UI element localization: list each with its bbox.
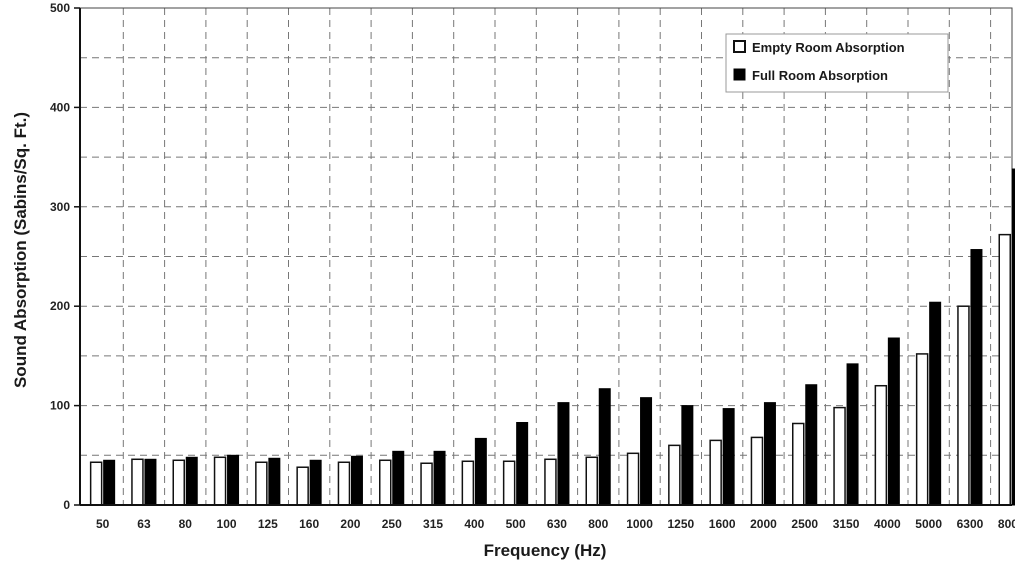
bar-empty-room — [131, 458, 144, 506]
bar-empty-room — [626, 452, 640, 506]
bar-full-room — [516, 421, 529, 506]
bar-full-room — [268, 457, 281, 506]
x-tick-label: 250 — [382, 517, 402, 531]
bars — [89, 168, 1015, 506]
bar-empty-room — [172, 459, 185, 506]
bar-empty-room — [420, 462, 433, 506]
bar-empty-room — [502, 460, 516, 506]
legend: Empty Room Absorption Full Room Absorpti… — [725, 33, 949, 93]
y-tick-label: 200 — [50, 299, 70, 313]
bar-full-room — [433, 450, 446, 506]
bar-full-room — [846, 363, 859, 506]
bar-full-room — [557, 402, 570, 506]
bar-full-room — [103, 459, 116, 506]
x-tick-label: 6300 — [957, 517, 984, 531]
x-tick-label: 1000 — [626, 517, 653, 531]
y-tick-label: 300 — [50, 200, 70, 214]
x-tick-label: 80 — [179, 517, 193, 531]
x-tick-label: 4000 — [874, 517, 901, 531]
x-tick-label: 2500 — [791, 517, 818, 531]
bar-empty-room — [255, 461, 268, 506]
bar-full-room — [227, 454, 240, 506]
bar-empty-room — [461, 460, 475, 506]
bar-full-room — [722, 408, 735, 506]
legend-swatch-empty — [733, 40, 746, 53]
bar-empty-room — [379, 459, 392, 506]
x-tick-label: 1250 — [667, 517, 694, 531]
bar-empty-room — [833, 406, 846, 506]
x-tick-label: 630 — [547, 517, 567, 531]
bar-full-room — [144, 458, 157, 506]
x-tick-label: 5000 — [915, 517, 942, 531]
bar-empty-room — [874, 384, 888, 506]
x-tick-label: 200 — [340, 517, 360, 531]
bar-empty-room — [709, 439, 722, 506]
bar-full-room — [350, 455, 363, 506]
bar-full-room — [763, 402, 776, 506]
bar-full-room — [929, 301, 942, 506]
x-tick-label: 100 — [217, 517, 237, 531]
bar-full-room — [392, 450, 405, 506]
bar-full-room — [640, 397, 653, 506]
legend-swatch-full — [733, 68, 746, 81]
legend-label-empty: Empty Room Absorption — [752, 40, 905, 55]
bar-empty-room — [89, 461, 103, 506]
bar-full-room — [887, 337, 900, 506]
bar-full-room — [309, 459, 322, 506]
x-tick-label: 160 — [299, 517, 319, 531]
y-tick-label: 0 — [63, 498, 70, 512]
y-axis-ticks: 0 100 200 300 400 500 — [50, 1, 80, 512]
bar-empty-room — [750, 436, 764, 506]
bar-empty-room — [792, 422, 805, 506]
x-tick-label: 800 — [588, 517, 608, 531]
x-tick-label: 500 — [506, 517, 526, 531]
x-tick-label: 400 — [464, 517, 484, 531]
y-tick-label: 500 — [50, 1, 70, 15]
y-tick-label: 400 — [50, 100, 70, 114]
x-tick-label: 50 — [96, 517, 110, 531]
x-tick-label: 2000 — [750, 517, 777, 531]
x-tick-label: 125 — [258, 517, 278, 531]
bar-full-room — [805, 384, 818, 506]
legend-label-full: Full Room Absorption — [752, 68, 888, 83]
legend-box — [725, 33, 949, 93]
bar-empty-room — [337, 461, 351, 506]
bar-full-room — [598, 388, 611, 506]
x-tick-label: 63 — [137, 517, 151, 531]
bar-empty-room — [213, 456, 227, 506]
bar-full-room — [474, 437, 487, 506]
x-axis-ticks: 50 63 80 100 125 160 200 250 315 400 500 630 800 1000… — [96, 517, 1015, 531]
bar-empty-room — [957, 305, 970, 506]
bar-full-room — [970, 249, 983, 506]
x-tick-label: 315 — [423, 517, 443, 531]
bar-empty-room — [585, 456, 598, 506]
grid-lines — [80, 8, 1012, 505]
x-tick-label: 8000 — [998, 517, 1015, 531]
bar-empty-room — [915, 353, 929, 506]
bar-full-room — [681, 405, 694, 506]
y-tick-label: 100 — [50, 399, 70, 413]
bar-empty-room — [998, 233, 1011, 506]
x-tick-label: 3150 — [833, 517, 860, 531]
bar-empty-room — [668, 444, 681, 506]
bar-empty-room — [296, 466, 309, 506]
bar-full-room — [1011, 168, 1015, 506]
bar-empty-room — [544, 458, 557, 506]
y-axis-title: Sound Absorption (Sabins/Sq. Ft.) — [11, 112, 30, 388]
x-tick-label: 1600 — [709, 517, 736, 531]
bar-full-room — [185, 456, 198, 506]
x-axis-title: Frequency (Hz) — [484, 541, 607, 560]
